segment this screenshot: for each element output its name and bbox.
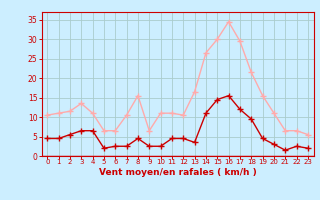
X-axis label: Vent moyen/en rafales ( km/h ): Vent moyen/en rafales ( km/h ) (99, 168, 256, 177)
